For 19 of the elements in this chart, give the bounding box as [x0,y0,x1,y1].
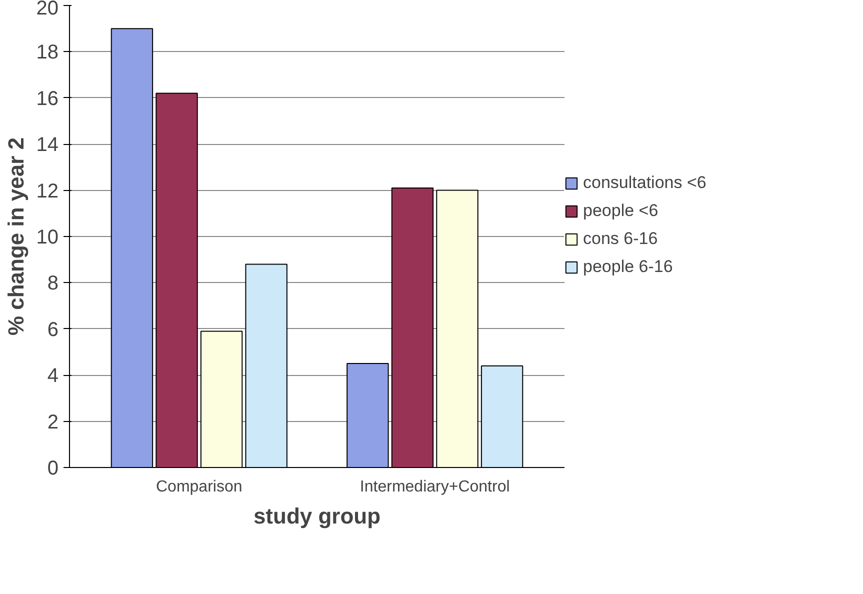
y-tick-label: 4 [47,365,58,388]
y-tick-label: 14 [36,134,59,156]
legend-label: cons 6-16 [583,229,658,249]
y-tick-label: 16 [36,88,59,110]
y-tick-label: 8 [47,272,58,295]
x-tick-label: Intermediary+Control [360,478,510,496]
legend-label: people 6-16 [583,257,673,277]
y-tick-label: 18 [36,42,59,64]
y-tick-label: 2 [47,411,58,434]
y-axis-title: % change in year 2 [3,137,28,336]
y-tick-label: 10 [36,226,59,248]
y-tick-label: 12 [36,180,59,202]
y-tick-label: 20 [36,0,59,20]
legend-label: people <6 [583,201,658,221]
x-axis-title: study group [253,504,381,528]
y-tick-label: 6 [47,318,58,341]
x-tick-label: Comparison [156,478,242,496]
y-tick-label: 0 [47,458,58,480]
legend-label: consultations <6 [583,173,706,193]
